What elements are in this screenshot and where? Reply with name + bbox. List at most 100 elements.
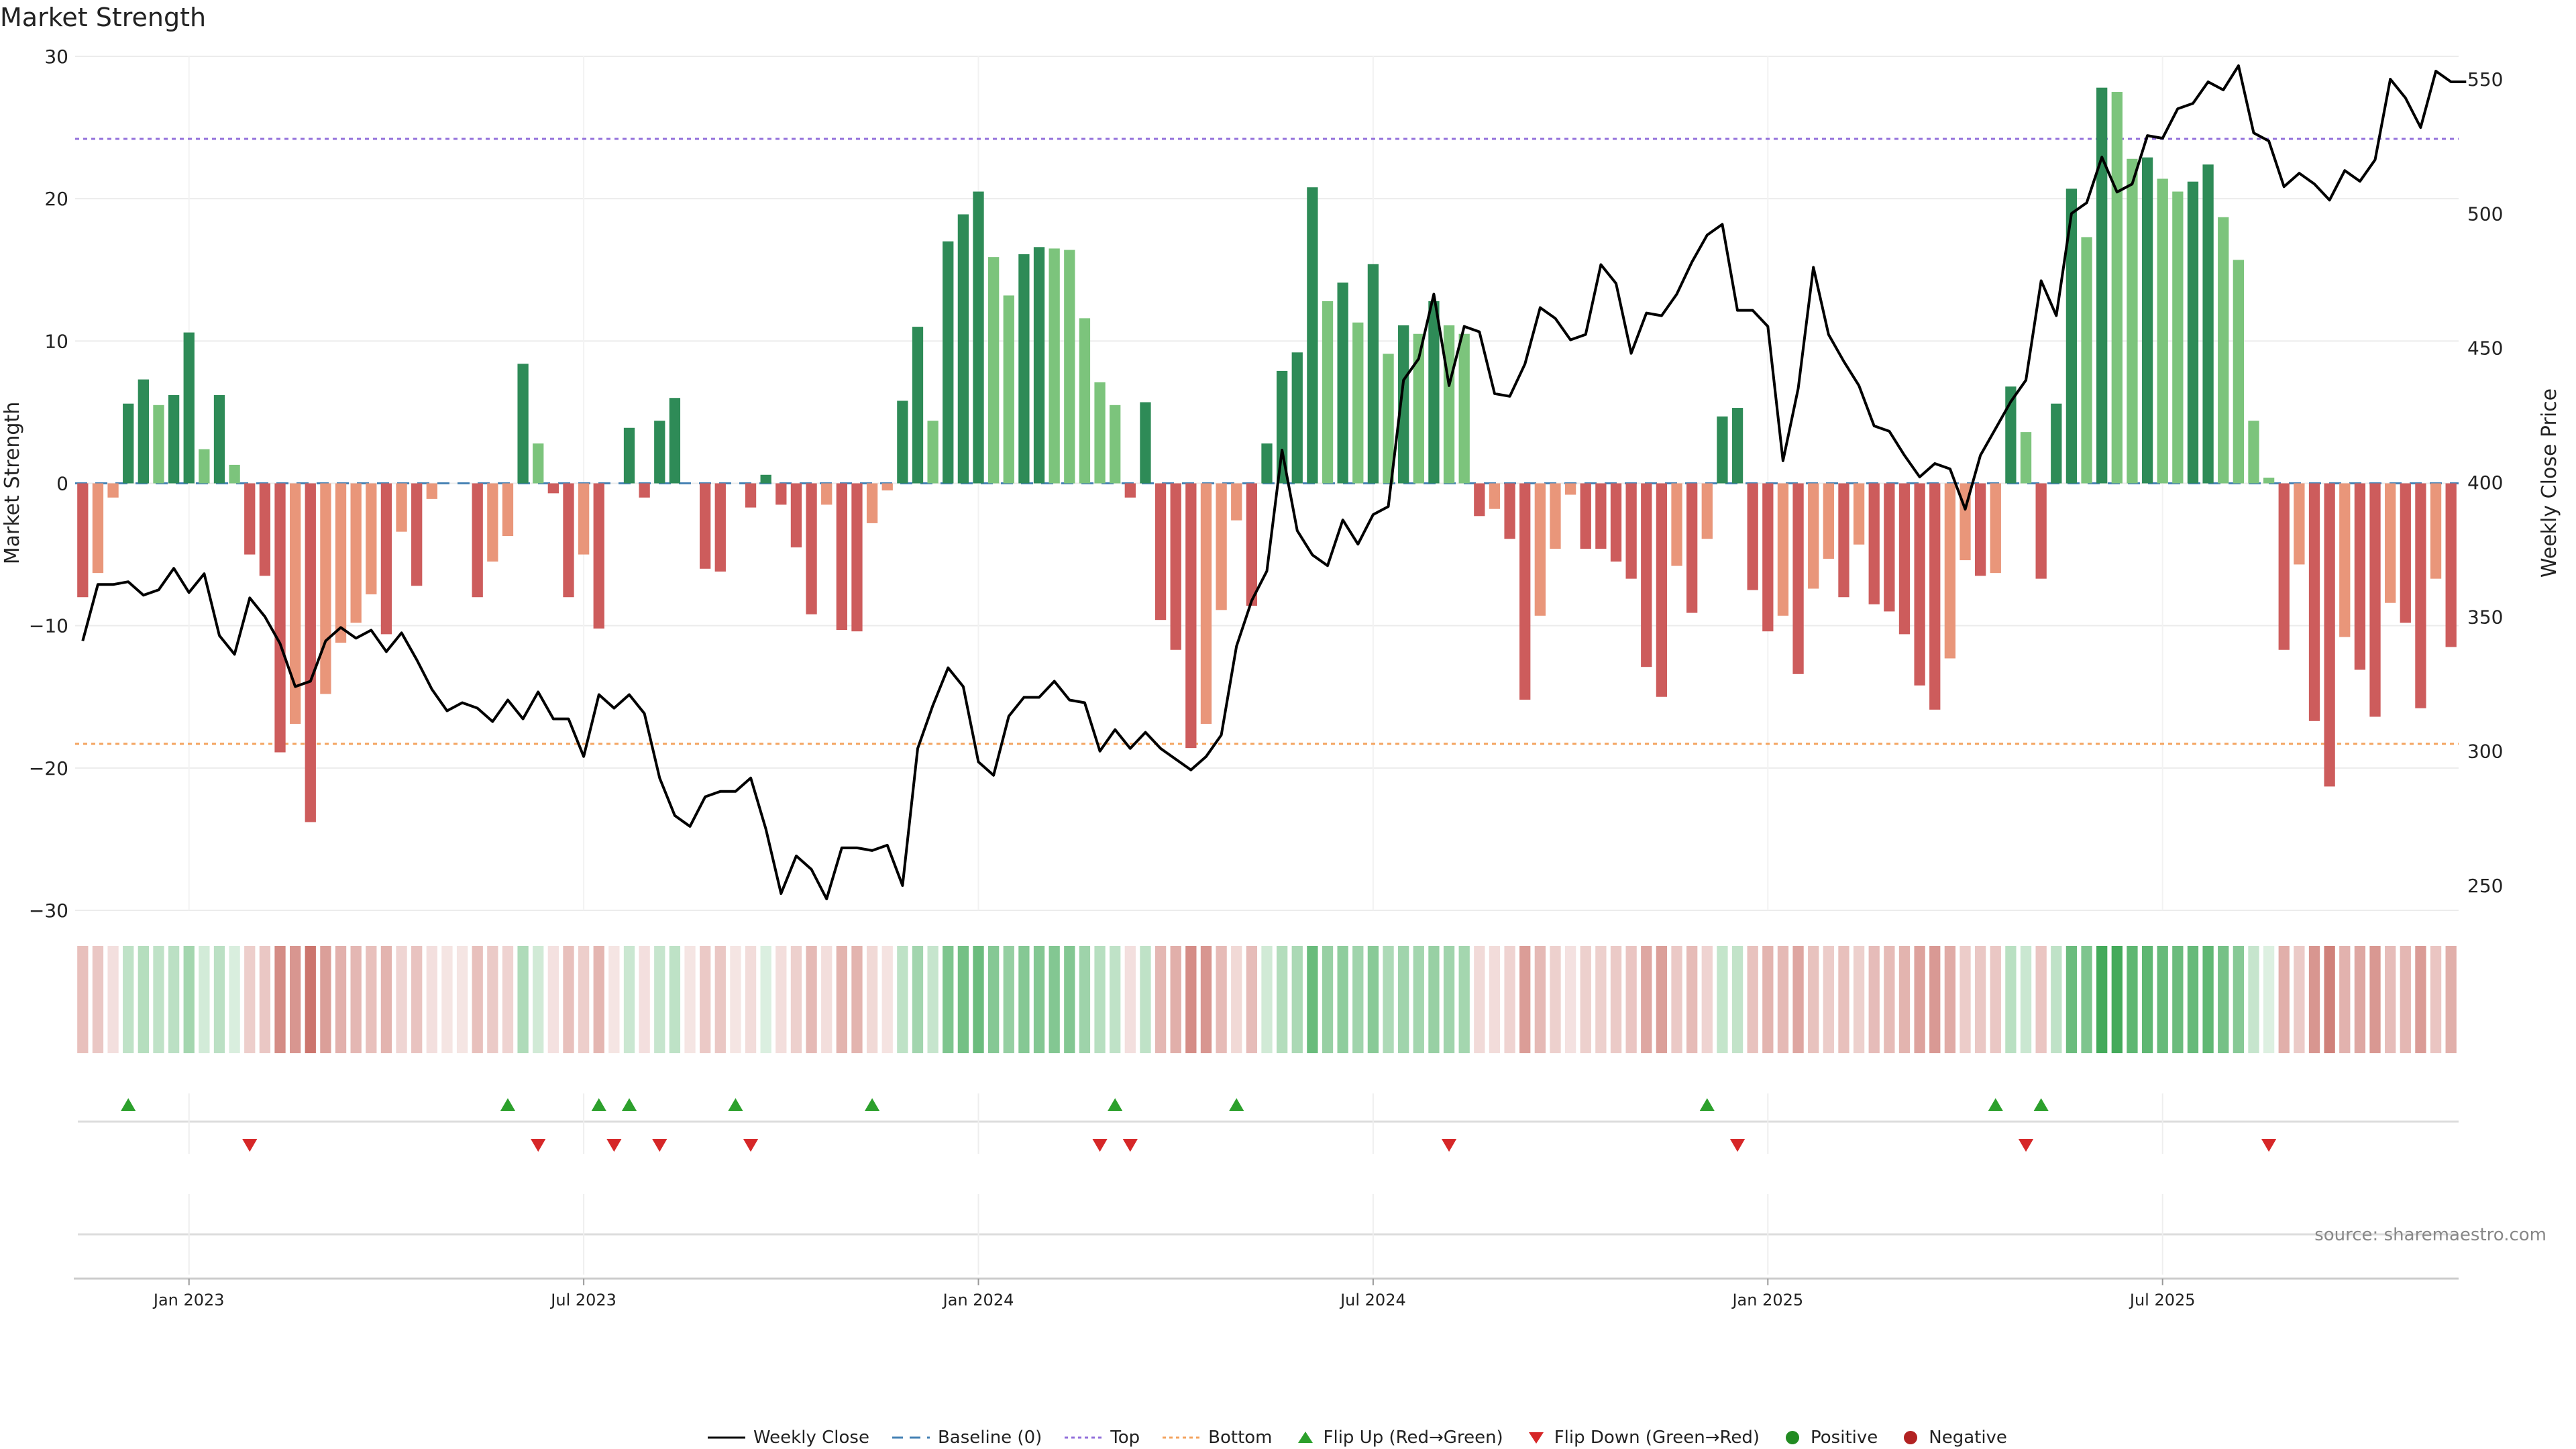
strength-bar bbox=[199, 449, 210, 484]
strength-bar bbox=[881, 483, 893, 491]
heat-cell bbox=[988, 946, 1000, 1053]
heat-cell bbox=[1534, 946, 1546, 1053]
strength-bar bbox=[411, 483, 423, 586]
strength-bar bbox=[153, 405, 164, 484]
flip-up-marker bbox=[1229, 1098, 1244, 1111]
strength-bar bbox=[593, 483, 604, 629]
strength-bar bbox=[350, 483, 362, 623]
heat-cell bbox=[1853, 946, 1865, 1053]
strength-bar bbox=[77, 483, 89, 598]
strength-bar bbox=[1443, 325, 1455, 484]
heat-cell bbox=[1140, 946, 1151, 1053]
heat-cell bbox=[623, 946, 635, 1053]
strength-bar bbox=[2263, 478, 2275, 484]
heat-cell bbox=[1838, 946, 1849, 1053]
flip-down-marker bbox=[242, 1139, 258, 1152]
heat-cell bbox=[1018, 946, 1030, 1053]
heat-cell bbox=[775, 946, 787, 1053]
heat-cell bbox=[380, 946, 392, 1053]
heat-cell bbox=[745, 946, 757, 1053]
strength-bar bbox=[1474, 483, 1485, 517]
strength-bar bbox=[973, 191, 984, 484]
heat-cell bbox=[1868, 946, 1880, 1053]
strength-bar bbox=[1534, 483, 1546, 616]
legend-label: Top bbox=[1110, 1428, 1140, 1448]
heat-cell bbox=[1322, 946, 1334, 1053]
legend-item: Negative bbox=[1900, 1428, 2007, 1448]
strength-bar bbox=[1155, 483, 1167, 621]
y2-axis-title: Weekly Close Price bbox=[2538, 388, 2561, 578]
heat-cell bbox=[259, 946, 271, 1053]
legend-label: Negative bbox=[1929, 1428, 2007, 1448]
strength-bar bbox=[1641, 483, 1652, 667]
heat-cell bbox=[1291, 946, 1303, 1053]
strength-bar bbox=[1686, 483, 1698, 613]
flip-down-marker bbox=[2261, 1139, 2277, 1152]
strength-bar bbox=[790, 483, 802, 547]
weekly-close-line bbox=[81, 64, 2467, 900]
strength-bar bbox=[305, 483, 316, 822]
heat-cell bbox=[1185, 946, 1197, 1053]
strength-bar bbox=[1580, 483, 1591, 549]
strength-bar bbox=[168, 394, 180, 484]
strength-bar bbox=[487, 483, 498, 562]
heat-cell bbox=[639, 946, 650, 1053]
strength-bar bbox=[1367, 264, 1379, 484]
strength-bar bbox=[1898, 483, 1911, 635]
y2-tick-label: 300 bbox=[2467, 741, 2503, 763]
strength-bar bbox=[213, 394, 225, 484]
heat-cell bbox=[274, 946, 286, 1053]
heat-cell bbox=[213, 946, 225, 1053]
heat-cell bbox=[547, 946, 559, 1053]
heat-cell bbox=[487, 946, 498, 1053]
heat-cell bbox=[1049, 946, 1060, 1053]
heat-cell bbox=[1564, 946, 1576, 1053]
heat-cell bbox=[1671, 946, 1682, 1053]
heat-cell bbox=[1914, 946, 1925, 1053]
heat-cell bbox=[2172, 946, 2184, 1053]
strength-bar bbox=[2187, 181, 2199, 484]
strength-bar bbox=[2308, 483, 2320, 721]
heat-cell bbox=[1929, 946, 1941, 1053]
strength-bar bbox=[1747, 483, 1758, 590]
heat-strip bbox=[77, 946, 2457, 1053]
heat-cell bbox=[821, 946, 833, 1053]
strength-bar bbox=[943, 241, 954, 484]
strength-bar bbox=[1808, 483, 1819, 589]
heat-cell bbox=[1884, 946, 1895, 1053]
strength-bar bbox=[502, 483, 514, 537]
strength-bar bbox=[2445, 483, 2457, 647]
heat-cell bbox=[851, 946, 863, 1053]
y-tick-label: −20 bbox=[29, 757, 68, 780]
strength-bar bbox=[2233, 260, 2245, 484]
heat-cell bbox=[1686, 946, 1698, 1053]
strength-bar bbox=[775, 483, 787, 505]
heat-cell bbox=[2020, 946, 2032, 1053]
flip-markers bbox=[78, 1098, 2459, 1236]
heat-cell bbox=[1777, 946, 1789, 1053]
strength-bar bbox=[2218, 217, 2229, 484]
strength-bar bbox=[1276, 370, 1288, 484]
strength-bar bbox=[1033, 247, 1045, 484]
strength-bar bbox=[957, 214, 969, 484]
heat-cell bbox=[366, 946, 377, 1053]
heat-cell bbox=[77, 946, 89, 1053]
strength-bar bbox=[1428, 301, 1440, 484]
heat-cell bbox=[92, 946, 104, 1053]
strength-bar bbox=[1337, 282, 1348, 484]
strength-bar bbox=[700, 483, 711, 569]
strength-bar bbox=[366, 483, 377, 594]
heat-cell bbox=[2202, 946, 2214, 1053]
strength-bar bbox=[1944, 483, 1956, 659]
strength-bar bbox=[244, 483, 256, 555]
strength-bar bbox=[2065, 189, 2078, 484]
heat-cell bbox=[2081, 946, 2092, 1053]
heat-cell bbox=[2127, 946, 2138, 1053]
strength-bar bbox=[1383, 354, 1394, 484]
heat-cell bbox=[320, 946, 331, 1053]
heat-cell bbox=[2278, 946, 2290, 1053]
legend-label: Flip Up (Red→Green) bbox=[1323, 1428, 1503, 1448]
strength-bar bbox=[1307, 187, 1318, 484]
strength-bar bbox=[2369, 483, 2381, 717]
